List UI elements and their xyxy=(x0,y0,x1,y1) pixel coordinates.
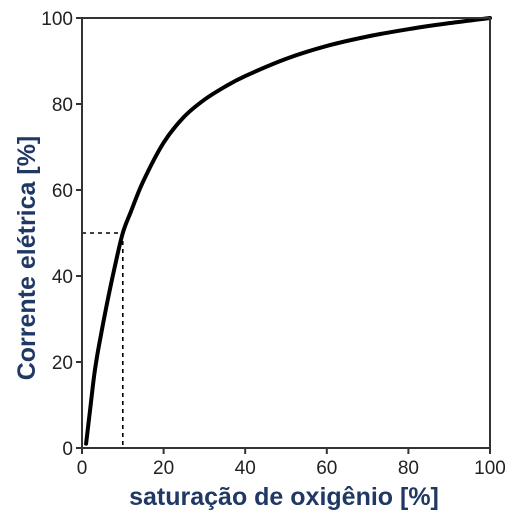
x-tick-label: 60 xyxy=(316,458,337,479)
y-tick-label: 100 xyxy=(41,9,73,30)
x-tick-label: 20 xyxy=(153,458,174,479)
y-tick-label: 0 xyxy=(62,439,73,460)
reference-guides xyxy=(82,232,124,448)
x-tick-label: 0 xyxy=(77,458,88,479)
x-axis-title: saturação de oxigênio [%] xyxy=(129,483,439,511)
x-tick-label: 100 xyxy=(474,458,506,479)
y-tick-label: 20 xyxy=(52,353,73,374)
plot-frame xyxy=(81,17,491,449)
y-tick-label: 40 xyxy=(52,267,73,288)
series-line xyxy=(84,16,492,446)
x-tick-label: 40 xyxy=(235,458,256,479)
axis-ticks: 0 20 40 60 80 100 0 20 40 60 80 100 xyxy=(41,9,506,479)
y-axis-title: Corrente elétrica [%] xyxy=(13,136,41,381)
y-tick-label: 80 xyxy=(52,95,73,116)
y-tick-label: 60 xyxy=(52,181,73,202)
curve-layer xyxy=(84,16,492,446)
x-tick-label: 80 xyxy=(398,458,419,479)
